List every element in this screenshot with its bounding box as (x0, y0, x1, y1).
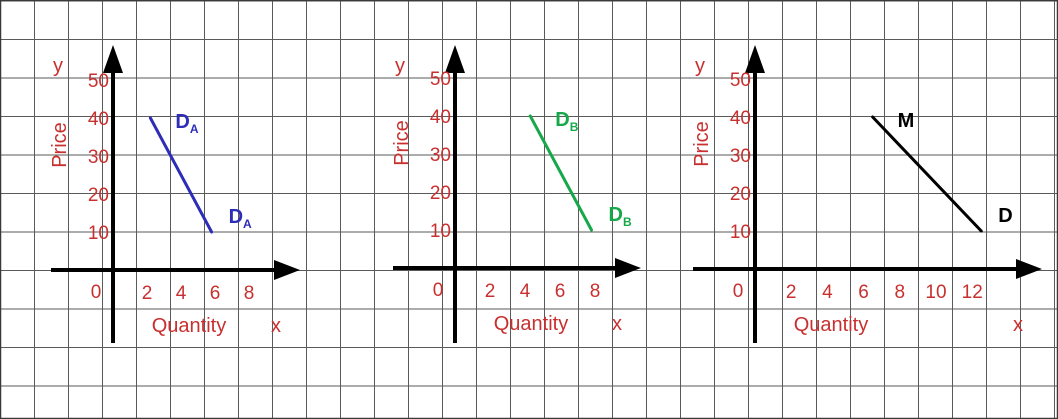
x-tick-label: 6 (555, 281, 566, 302)
y-axis-title: Price (691, 121, 713, 167)
y-axis-title: Price (49, 122, 71, 168)
x-tick-label: 6 (210, 283, 221, 304)
y-axis-letter: y (695, 55, 705, 77)
x-axis-letter: x (612, 313, 622, 335)
x-tick-label: 8 (244, 283, 255, 304)
y-tick-label: 50 (730, 70, 751, 91)
x-axis-arrow (615, 258, 641, 278)
x-tick-label: 8 (895, 282, 906, 303)
x-axis-letter: x (271, 315, 281, 337)
y-tick-label: 20 (730, 184, 751, 205)
demand-curve (528, 114, 593, 232)
y-axis-title: Price (391, 120, 413, 166)
curve-bottom-label: DA (229, 206, 252, 231)
y-tick-label: 10 (730, 222, 751, 243)
demand-curve (871, 115, 983, 233)
x-tick-label: 2 (485, 281, 496, 302)
x-axis-arrow (274, 260, 300, 280)
curve-top-label: M (898, 110, 915, 132)
x-tick-label: 6 (858, 282, 869, 303)
y-axis-arrow (445, 45, 465, 73)
curve-bottom-label: D (998, 205, 1012, 227)
y-tick-label: 40 (430, 107, 451, 128)
x-axis-title: Quantity (794, 314, 868, 336)
x-tick-label: 4 (520, 281, 531, 302)
y-tick-label: 30 (730, 146, 751, 167)
curve-top-label: DB (555, 109, 578, 134)
x-tick-label: 4 (176, 283, 187, 304)
origin-label: 0 (91, 282, 102, 303)
curve-top-label: DA (175, 111, 198, 136)
y-tick-label: 40 (88, 109, 109, 130)
y-tick-label: 30 (430, 145, 451, 166)
x-tick-label: 12 (962, 282, 983, 303)
x-axis-arrow (1016, 259, 1042, 279)
x-tick-label: 2 (786, 282, 797, 303)
y-tick-label: 40 (730, 108, 751, 129)
y-tick-label: 20 (430, 183, 451, 204)
demand-curve (148, 116, 214, 234)
chart-panel-1: 10 20 30 40 50 2 4 6 8 0 y x Price Quantity DA DA (49, 45, 300, 343)
y-tick-label: 10 (430, 221, 451, 242)
curve-bottom-label: DB (609, 204, 632, 229)
x-tick-label: 10 (925, 282, 946, 303)
x-axis-letter: x (1013, 314, 1023, 336)
y-tick-label: 10 (88, 223, 109, 244)
y-axis-arrow (745, 45, 765, 73)
x-tick-label: 4 (822, 282, 833, 303)
y-tick-label: 30 (88, 147, 109, 168)
y-tick-label: 20 (88, 185, 109, 206)
x-axis-title: Quantity (494, 313, 568, 335)
y-tick-label: 50 (88, 71, 109, 92)
chart-panel-2: 10 20 30 40 50 2 4 6 8 0 y x Price Quantity DB DB (391, 45, 641, 343)
x-tick-label: 2 (142, 283, 153, 304)
x-axis-title: Quantity (152, 315, 226, 337)
origin-label: 0 (433, 280, 444, 301)
y-axis-letter: y (395, 55, 405, 77)
y-tick-label: 50 (430, 69, 451, 90)
origin-label: 0 (733, 281, 744, 302)
x-tick-label: 8 (590, 281, 601, 302)
y-axis-letter: y (53, 55, 63, 77)
chart-panel-3: 10 20 30 40 50 2 4 6 8 10 12 0 y x Price Quantity M D (691, 45, 1042, 343)
y-axis-arrow (103, 45, 123, 73)
